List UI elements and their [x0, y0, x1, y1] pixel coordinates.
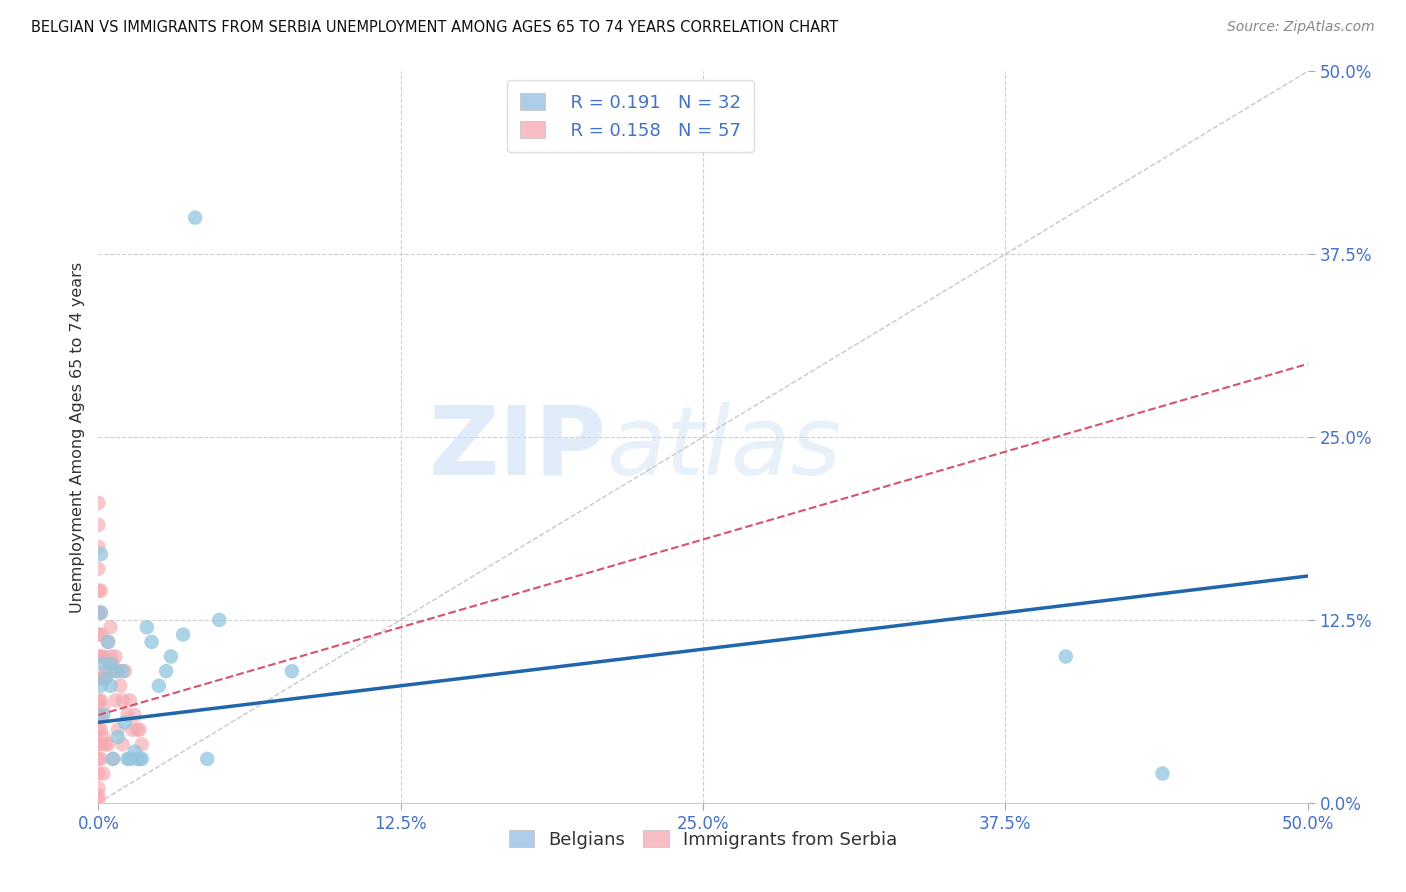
- Point: [124, 708, 146, 723]
- Point: [195, 752, 218, 766]
- Point: [94, 672, 117, 686]
- Point: [90, 737, 112, 751]
- Text: atlas: atlas: [606, 401, 841, 494]
- Point: [117, 708, 139, 723]
- Point: [141, 635, 163, 649]
- Text: BELGIAN VS IMMIGRANTS FROM SERBIA UNEMPLOYMENT AMONG AGES 65 TO 74 YEARS CORRELA: BELGIAN VS IMMIGRANTS FROM SERBIA UNEMPL…: [31, 20, 838, 35]
- Point: [87, 752, 110, 766]
- Point: [90, 547, 112, 561]
- Point: [90, 679, 112, 693]
- Point: [100, 679, 122, 693]
- Text: Source: ZipAtlas.com: Source: ZipAtlas.com: [1227, 20, 1375, 34]
- Point: [124, 745, 146, 759]
- Point: [87, 781, 110, 796]
- Point: [87, 606, 110, 620]
- Point: [100, 664, 122, 678]
- Point: [148, 679, 170, 693]
- Point: [172, 627, 194, 641]
- Point: [90, 752, 112, 766]
- Point: [121, 723, 143, 737]
- Point: [118, 752, 141, 766]
- Point: [208, 613, 231, 627]
- Point: [87, 793, 110, 807]
- Point: [91, 700, 114, 714]
- Point: [87, 517, 110, 532]
- Point: [100, 620, 122, 634]
- Point: [87, 627, 110, 641]
- Point: [155, 664, 177, 678]
- Point: [97, 737, 120, 751]
- Point: [1152, 766, 1174, 780]
- Point: [131, 737, 153, 751]
- Point: [97, 635, 120, 649]
- Point: [117, 752, 139, 766]
- Point: [111, 737, 134, 751]
- Point: [104, 664, 127, 678]
- Point: [94, 737, 117, 751]
- Point: [91, 766, 114, 780]
- Point: [108, 679, 131, 693]
- Point: [90, 606, 112, 620]
- Point: [107, 723, 129, 737]
- Point: [91, 708, 114, 723]
- Point: [90, 606, 112, 620]
- Point: [90, 723, 112, 737]
- Point: [97, 635, 120, 649]
- Point: [101, 657, 124, 671]
- Point: [104, 649, 127, 664]
- Point: [104, 693, 127, 707]
- Point: [91, 657, 114, 671]
- Point: [90, 672, 112, 686]
- Legend: Belgians, Immigrants from Serbia: Belgians, Immigrants from Serbia: [502, 822, 904, 856]
- Point: [114, 715, 136, 730]
- Point: [87, 766, 110, 780]
- Point: [87, 583, 110, 598]
- Point: [114, 664, 136, 678]
- Point: [128, 723, 150, 737]
- Point: [135, 620, 157, 634]
- Point: [118, 693, 141, 707]
- Point: [87, 723, 110, 737]
- Point: [87, 540, 110, 554]
- Y-axis label: Unemployment Among Ages 65 to 74 years: Unemployment Among Ages 65 to 74 years: [69, 261, 84, 613]
- Point: [87, 737, 110, 751]
- Point: [1054, 649, 1077, 664]
- Point: [131, 752, 153, 766]
- Point: [90, 693, 112, 707]
- Point: [90, 627, 112, 641]
- Point: [128, 752, 150, 766]
- Point: [107, 664, 129, 678]
- Point: [90, 649, 112, 664]
- Point: [91, 672, 114, 686]
- Point: [91, 649, 114, 664]
- Point: [101, 752, 124, 766]
- Text: ZIP: ZIP: [429, 401, 606, 494]
- Point: [87, 708, 110, 723]
- Point: [127, 752, 149, 766]
- Point: [87, 789, 110, 803]
- Point: [281, 664, 304, 678]
- Point: [87, 562, 110, 576]
- Point: [184, 211, 207, 225]
- Point: [94, 664, 117, 678]
- Point: [87, 649, 110, 664]
- Point: [90, 583, 112, 598]
- Point: [87, 496, 110, 510]
- Point: [127, 723, 149, 737]
- Point: [87, 672, 110, 686]
- Point: [100, 657, 122, 671]
- Point: [111, 693, 134, 707]
- Point: [101, 752, 124, 766]
- Point: [91, 730, 114, 744]
- Point: [100, 649, 122, 664]
- Point: [111, 664, 134, 678]
- Point: [160, 649, 183, 664]
- Point: [87, 693, 110, 707]
- Point: [107, 730, 129, 744]
- Point: [90, 708, 112, 723]
